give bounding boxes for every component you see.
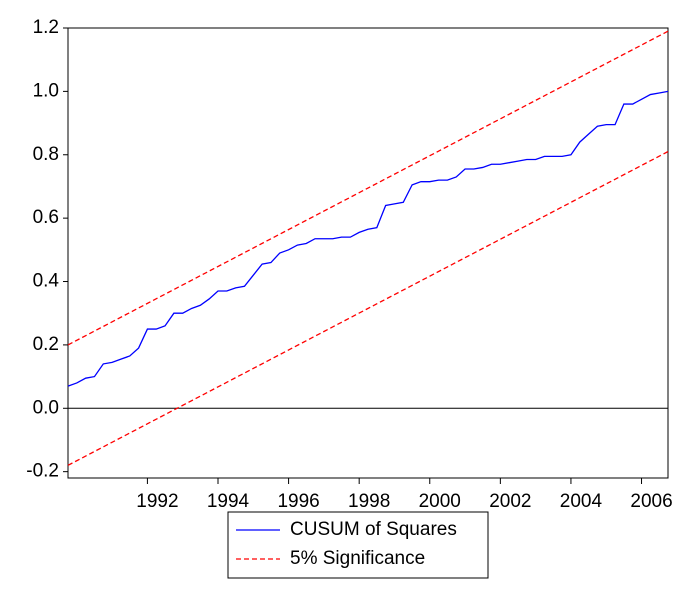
x-tick-label: 2006 xyxy=(630,491,672,512)
x-tick-label: 1996 xyxy=(277,491,319,512)
y-tick-label: 0.6 xyxy=(33,207,59,228)
x-tick-label: 1994 xyxy=(207,491,250,512)
x-tick-label: 2002 xyxy=(489,491,531,512)
series-line xyxy=(67,90,669,387)
significance-line xyxy=(67,30,669,346)
y-tick-label: -0.2 xyxy=(26,461,59,482)
x-tick-label: 1998 xyxy=(348,491,390,512)
x-tick-label: 2004 xyxy=(560,491,603,512)
legend-label: 5% Significance xyxy=(290,548,425,569)
plot-frame xyxy=(67,27,669,479)
x-tick-label: 1992 xyxy=(136,491,178,512)
y-tick-label: 1.0 xyxy=(33,80,59,101)
significance-line xyxy=(67,151,669,466)
y-tick-label: 1.2 xyxy=(33,17,59,38)
x-tick-label: 2000 xyxy=(419,491,461,512)
y-tick-label: 0.4 xyxy=(33,271,60,292)
y-tick-label: 0.0 xyxy=(33,397,59,418)
y-tick-label: 0.8 xyxy=(33,144,59,165)
y-tick-label: 0.2 xyxy=(33,334,59,355)
legend-label: CUSUM of Squares xyxy=(290,519,457,540)
legend-box xyxy=(227,511,489,579)
